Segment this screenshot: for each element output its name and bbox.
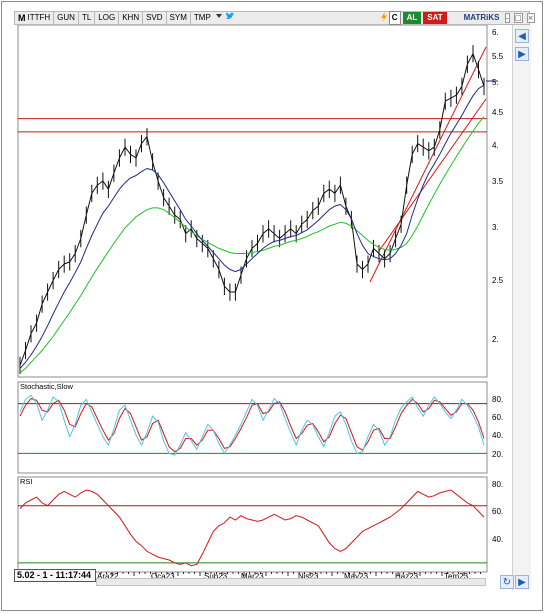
price-tick-label: 5. [492, 78, 499, 87]
time-axis-label: May23 [344, 572, 369, 581]
log-scale-button[interactable]: LOG [95, 12, 120, 24]
rsi-tick-label: 80. [492, 480, 503, 489]
symbol-selector[interactable]: ITTFH [27, 12, 55, 24]
rsi-panel-title: RSI [20, 477, 33, 486]
time-axis-label: Oca23 [151, 572, 175, 581]
time-axis-label: Ara22 [97, 572, 119, 581]
lightning-icon[interactable] [379, 12, 389, 24]
svd-button[interactable]: SVD [143, 12, 167, 24]
trendline-lower[interactable] [378, 98, 487, 252]
scroll-right-icon[interactable]: ▶ [515, 575, 529, 589]
stoch-tick-label: 80. [492, 395, 503, 404]
chart-canvas[interactable]: 6. 5.5 5. 4.5 4. 3.5 3. 2.5 2. Stochasti… [14, 24, 512, 590]
chart-toolbar: M ITTFH GUN TL LOG KHN SVD SYM TMP C AL … [14, 11, 535, 25]
currency-button[interactable]: TL [79, 12, 96, 24]
price-tick-label: 2. [492, 335, 499, 344]
chart-area[interactable]: 6. 5.5 5. 4.5 4. 3.5 3. 2.5 2. Stochasti… [14, 24, 530, 590]
price-tick-label: 4.5 [492, 108, 504, 117]
stochastic-k-line[interactable] [19, 394, 485, 456]
rsi-tick-label: 40. [492, 535, 503, 544]
minimize-icon[interactable]: – [504, 13, 510, 23]
moving-average-long[interactable] [19, 116, 485, 374]
matriks-logo: M [18, 13, 26, 23]
symbol-button[interactable]: SYM [167, 12, 191, 24]
matriks-button[interactable]: MATRiKS [463, 13, 500, 22]
stochastic-panel-title: Stochastic,Slow [20, 382, 74, 391]
price-tick-label: 5.5 [492, 52, 504, 61]
stoch-tick-label: 40. [492, 431, 503, 440]
price-tick-label: 6. [492, 28, 499, 37]
c-button[interactable]: C [388, 11, 401, 25]
crosshair-readout: 5.02 - 1 - 11:17:44 [14, 569, 96, 582]
price-series[interactable] [19, 45, 485, 375]
chevron-down-icon[interactable] [214, 12, 224, 24]
price-tick-label: 4. [492, 141, 499, 150]
maximize-icon[interactable]: □ [514, 13, 523, 23]
trendline-upper[interactable] [369, 46, 487, 283]
volume-button[interactable]: KHN [119, 12, 144, 24]
buy-button[interactable]: AL [402, 12, 422, 24]
time-axis-label: Haz23 [395, 572, 419, 581]
refresh-icon[interactable]: ↻ [500, 575, 514, 589]
right-side-bar: ◀ ▶ [512, 25, 531, 590]
time-scrollbar[interactable] [96, 578, 486, 586]
time-axis-label: Şub23 [204, 572, 228, 581]
sell-button[interactable]: SAT [423, 12, 447, 24]
close-icon[interactable]: × [526, 13, 535, 23]
period-button[interactable]: GUN [54, 12, 79, 24]
rsi-line[interactable] [19, 489, 485, 567]
price-tick-label: 2.5 [492, 276, 504, 285]
time-axis-label: Nis23 [298, 572, 319, 581]
price-tick-label: 3.5 [492, 177, 504, 186]
time-axis-label: Mar23 [241, 572, 264, 581]
stoch-tick-label: 20. [492, 450, 503, 459]
arrow-right-icon[interactable]: ▶ [515, 47, 529, 61]
arrow-left-icon[interactable]: ◀ [515, 29, 529, 43]
stoch-tick-label: 60. [492, 413, 503, 422]
moving-average-short[interactable] [19, 84, 485, 369]
time-axis-label: Tem23 [444, 572, 469, 581]
price-tick-label: 3. [492, 223, 499, 232]
template-button[interactable]: TMP [193, 13, 211, 22]
rsi-tick-label: 60. [492, 507, 503, 516]
stochastic-d-line[interactable] [19, 398, 485, 453]
twitter-icon[interactable] [224, 12, 236, 24]
